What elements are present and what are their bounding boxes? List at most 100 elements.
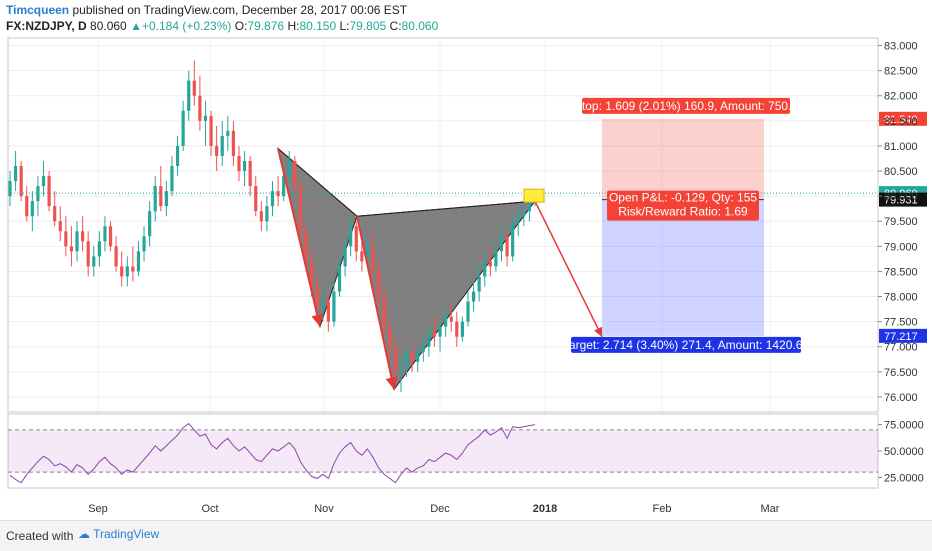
candle-body xyxy=(511,221,515,257)
cloud-icon: ☁ xyxy=(78,527,90,541)
price-tick-label: 80.000 xyxy=(884,191,918,203)
trade-labels[interactable]: Stop: 1.609 (2.01%) 160.9, Amount: 750.6… xyxy=(563,97,809,353)
candle-body xyxy=(326,301,330,322)
pnl-label: Open P&L: -0.129, Qty: 155 xyxy=(609,191,757,205)
price-pane-frame xyxy=(7,37,879,413)
time-tick-label: Nov xyxy=(314,503,334,515)
pattern-triangle-bcd xyxy=(356,200,537,391)
footer: Created with ☁ TradingView xyxy=(0,520,932,551)
target-label: Target: 2.714 (3.40%) 271.4, Amount: 142… xyxy=(563,338,809,352)
candle-body xyxy=(19,166,23,197)
tradingview-logo[interactable]: ☁ TradingView xyxy=(78,527,159,541)
high-value: 80.150 xyxy=(299,19,337,33)
stop-label-box[interactable] xyxy=(582,97,790,114)
time-tick-label: 2018 xyxy=(533,503,557,515)
rsi-tick-label: 50.0000 xyxy=(884,446,924,458)
created-with-text: Created with xyxy=(6,529,74,543)
candle-body xyxy=(421,346,425,352)
leg-arrow-bc xyxy=(356,216,398,390)
high-label: H: xyxy=(287,19,300,33)
price-badge-label: 81.540 xyxy=(884,114,918,126)
candle-body xyxy=(92,256,96,267)
price-badge-label: 79.931 xyxy=(884,195,918,207)
rsi-line xyxy=(9,422,536,484)
candle-body xyxy=(81,231,85,242)
price-tick-label: 76.000 xyxy=(884,392,918,404)
candle-body xyxy=(371,246,375,272)
candle-body xyxy=(522,211,526,217)
price-tick-label: 81.000 xyxy=(884,141,918,153)
price-tick-label: 81.500 xyxy=(884,116,918,128)
candle-body xyxy=(360,251,364,262)
candle-body xyxy=(231,130,236,156)
candle-body xyxy=(282,176,286,197)
candle-body xyxy=(455,321,459,337)
candle-body xyxy=(47,176,51,207)
price-tick-label: 77.500 xyxy=(884,317,918,329)
candle-body xyxy=(337,266,342,292)
candle-body xyxy=(159,186,163,207)
price-badge-stop xyxy=(879,111,927,126)
stop-label: Stop: 1.609 (2.01%) 160.9, Amount: 750.6 xyxy=(574,99,798,113)
time-tick-label: Mar xyxy=(761,503,780,515)
candle-body xyxy=(349,226,353,247)
price-tick-label: 80.500 xyxy=(884,166,918,178)
target-label-box[interactable] xyxy=(571,336,801,353)
stop-zone xyxy=(602,118,764,200)
candle-body xyxy=(136,251,141,272)
candle-body xyxy=(298,186,303,232)
candle-body xyxy=(488,261,492,267)
candle-body xyxy=(8,181,12,197)
leg-arrow-xa xyxy=(277,148,324,327)
candle-body xyxy=(148,211,152,237)
candle-body xyxy=(242,160,247,172)
candle-body xyxy=(516,216,520,222)
close-label: C: xyxy=(389,19,402,33)
price-tick-label: 79.000 xyxy=(884,241,918,253)
time-tick-label: Sep xyxy=(88,503,108,515)
time-tick-label: Oct xyxy=(201,503,218,515)
candle-body xyxy=(114,246,118,267)
open-value: 79.876 xyxy=(247,19,285,33)
price-tick-label: 82.500 xyxy=(884,66,918,78)
pnl-label-box[interactable] xyxy=(607,190,759,221)
price-badge-entry xyxy=(879,192,927,207)
price-change: +0.184 (+0.23%) xyxy=(141,19,232,33)
candle-body xyxy=(226,130,230,136)
author-name[interactable]: Timcqueen xyxy=(6,3,70,17)
open-label: O: xyxy=(234,19,248,33)
candle-body xyxy=(483,261,487,277)
candle-body xyxy=(276,191,280,197)
price-tick-label: 79.500 xyxy=(884,216,918,228)
rsi-pane-frame xyxy=(7,413,879,489)
symbol-label[interactable]: FX:NZDJPY, D xyxy=(6,19,87,33)
candle-body xyxy=(427,331,431,347)
candle-body xyxy=(237,155,241,172)
price-badge-label: 77.217 xyxy=(884,331,918,343)
candle-body xyxy=(86,241,90,267)
candle-body xyxy=(432,331,437,337)
candle-body xyxy=(64,231,68,247)
candle-body xyxy=(477,276,481,292)
candle-body xyxy=(58,221,62,232)
candle-body xyxy=(120,266,124,277)
candle-body xyxy=(131,266,135,272)
candle-body xyxy=(466,301,470,322)
time-tick-label: Dec xyxy=(430,503,450,515)
price-chart[interactable]: 81.540 80.060 79.931 77.217 75.0000 50.0000 2… xyxy=(0,0,932,520)
price-badge-target xyxy=(879,328,927,343)
candle-body xyxy=(75,231,79,252)
candle-body xyxy=(248,160,252,187)
candle-body xyxy=(304,231,308,262)
candle-body xyxy=(41,176,46,187)
candle-body xyxy=(382,296,386,327)
candle-body xyxy=(444,316,448,327)
candle-body xyxy=(192,80,196,96)
candle-body xyxy=(175,145,180,167)
rsi-band xyxy=(8,429,878,473)
risk-reward-label: Risk/Reward Ratio: 1.69 xyxy=(618,205,748,219)
low-value: 79.805 xyxy=(349,19,387,33)
rsi-tick-label: 25.0000 xyxy=(884,472,924,484)
candle-body xyxy=(187,80,191,111)
